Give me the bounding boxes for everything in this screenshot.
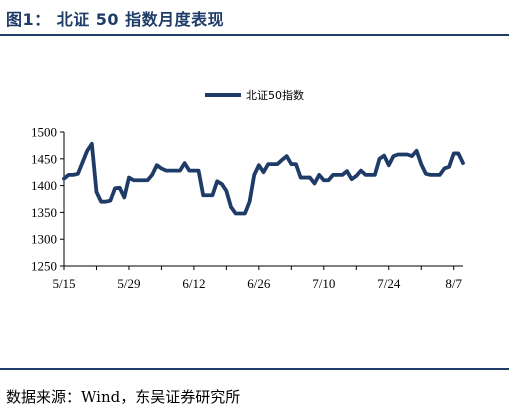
y-axis-ticks: 1250 1300 1350 1400 1450 1500 <box>31 125 64 274</box>
x-tick-label: 6/12 <box>182 276 205 291</box>
source-rule <box>0 368 509 370</box>
legend: 北证50指数 <box>205 88 304 102</box>
y-tick-label: 1350 <box>31 205 57 220</box>
x-tick-label: 6/26 <box>247 276 271 291</box>
x-tick-label: 7/24 <box>377 276 401 291</box>
y-tick-label: 1300 <box>31 232 57 247</box>
line-chart: 北证50指数 1250 1300 1350 1400 1450 1500 5/15 5/29… <box>31 88 465 291</box>
axes <box>63 132 463 267</box>
figure-title: 图1： 北证 50 指数月度表现 <box>6 10 225 29</box>
legend-label: 北证50指数 <box>246 88 304 102</box>
x-tick-label: 5/29 <box>117 276 140 291</box>
y-tick-label: 1450 <box>31 151 57 166</box>
data-source: 数据来源：Wind，东吴证券研究所 <box>6 388 241 406</box>
title-rule <box>0 34 509 36</box>
y-tick-label: 1400 <box>31 178 57 193</box>
x-tick-label: 5/15 <box>52 276 75 291</box>
x-axis-ticks: 5/15 5/29 6/12 6/26 7/10 7/24 8/7 <box>52 266 463 291</box>
x-tick-label: 8/7 <box>445 276 462 291</box>
series-line-beizheng50 <box>62 141 465 216</box>
y-tick-label: 1500 <box>31 125 57 140</box>
y-tick-label: 1250 <box>31 259 57 274</box>
x-tick-label: 7/10 <box>312 276 335 291</box>
